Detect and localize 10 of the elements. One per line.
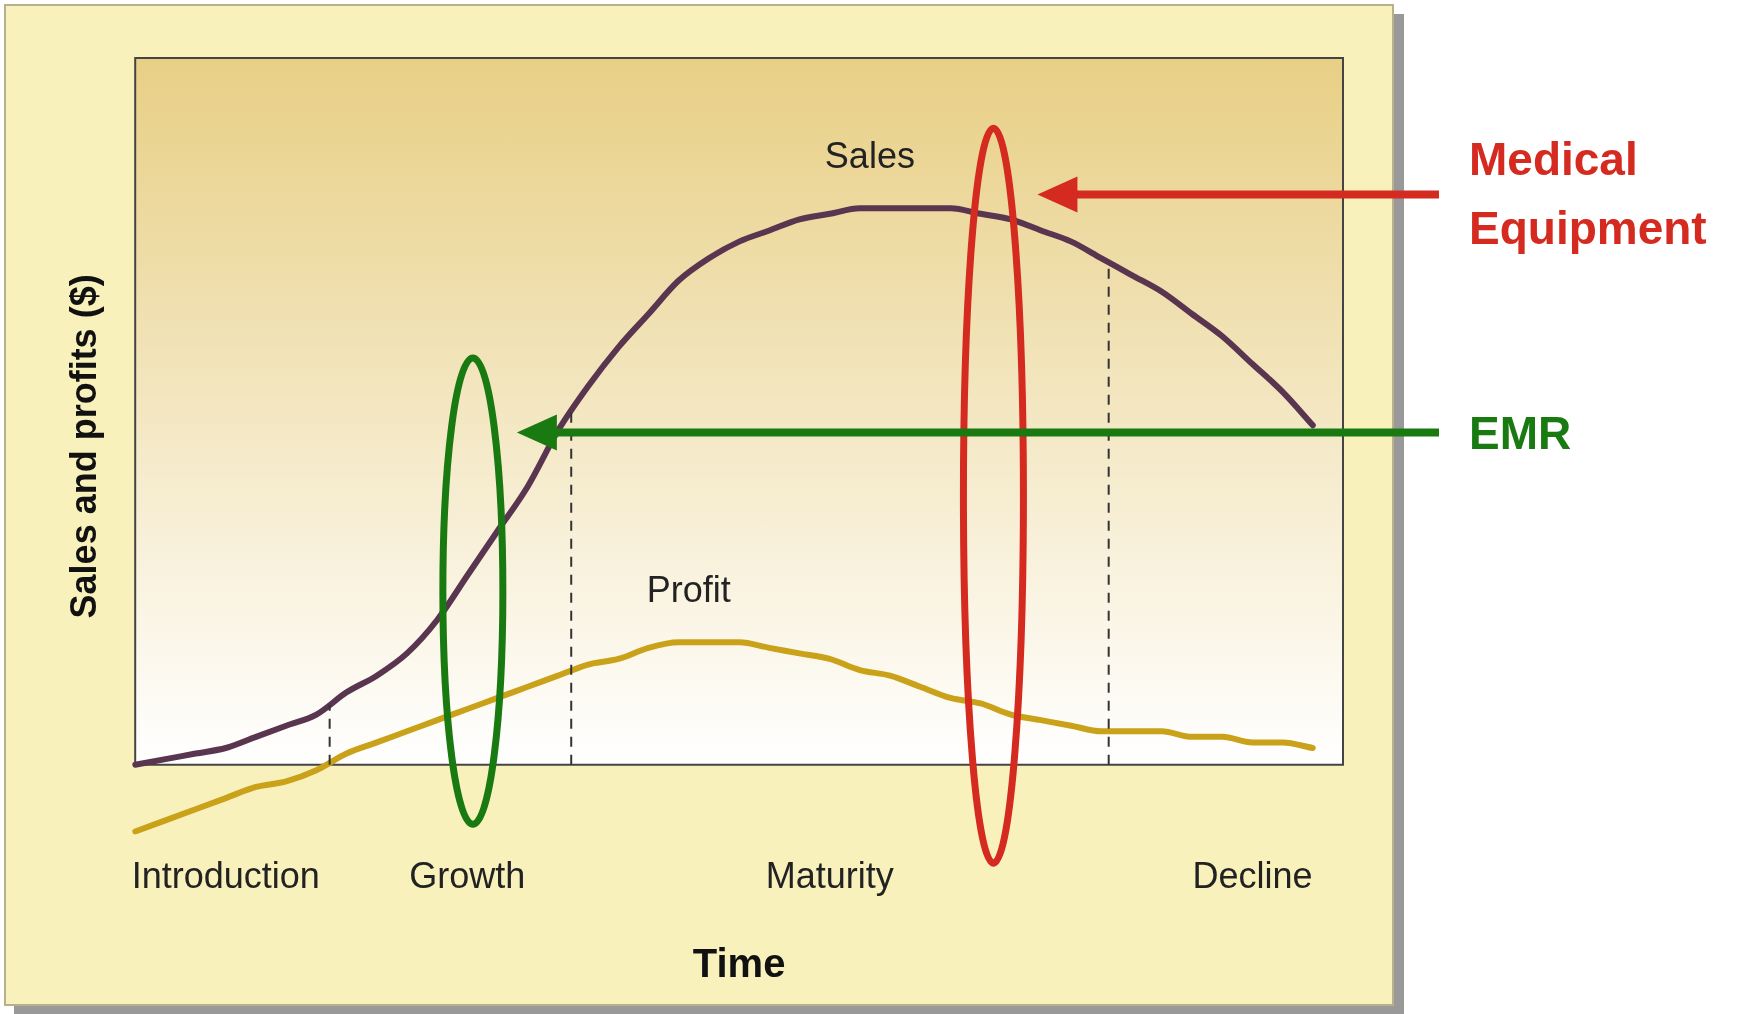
text: EMR [1469, 405, 1573, 461]
y-axis-title: Sales and profits ($) [62, 274, 104, 619]
series-label: Profit [646, 569, 731, 611]
series-label: Sales [824, 135, 915, 177]
x-tick-label: Introduction [131, 855, 320, 897]
x-tick-label: Maturity [765, 855, 894, 897]
x-tick-label: Decline [1192, 855, 1313, 897]
text: Medical Equipment [1469, 132, 1708, 257]
x-axis-title: Time [692, 941, 786, 986]
x-tick-label: Growth [409, 855, 526, 897]
